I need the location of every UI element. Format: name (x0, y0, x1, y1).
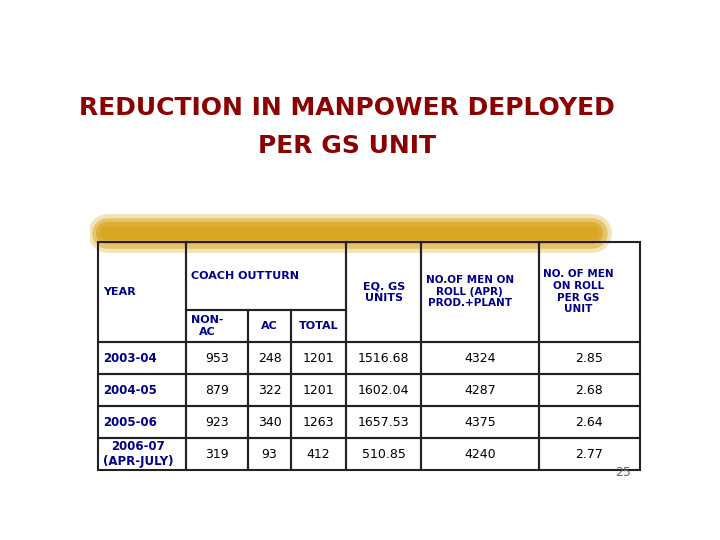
Text: 319: 319 (206, 448, 229, 461)
Text: AC: AC (261, 321, 278, 331)
Text: 2.85: 2.85 (575, 352, 603, 365)
Text: 2.77: 2.77 (575, 448, 603, 461)
Text: 93: 93 (261, 448, 277, 461)
Text: 340: 340 (258, 416, 282, 429)
Bar (248, 310, 291, 342)
Text: 2006-07
(APR-JULY): 2006-07 (APR-JULY) (103, 440, 174, 468)
Text: NON-
AC: NON- AC (191, 315, 223, 337)
Text: 2003-04: 2003-04 (103, 352, 156, 365)
Bar (346, 438, 421, 470)
Bar (186, 438, 248, 470)
Text: 1657.53: 1657.53 (358, 416, 410, 429)
Text: 510.85: 510.85 (361, 448, 405, 461)
Text: 4375: 4375 (464, 416, 496, 429)
Bar (346, 342, 421, 374)
Bar (291, 310, 346, 342)
Bar (346, 374, 421, 406)
Text: 322: 322 (258, 383, 282, 397)
Bar (539, 342, 639, 374)
Text: COACH OUTTURN: COACH OUTTURN (191, 271, 299, 281)
Text: 1263: 1263 (302, 416, 334, 429)
Text: 953: 953 (205, 352, 229, 365)
Bar (539, 438, 639, 470)
Text: TOTAL: TOTAL (299, 321, 338, 331)
Bar (186, 374, 248, 406)
Text: 1602.04: 1602.04 (358, 383, 410, 397)
Bar (99, 438, 186, 470)
Bar (186, 342, 248, 374)
Text: NO. OF MEN
ON ROLL
PER GS
UNIT: NO. OF MEN ON ROLL PER GS UNIT (543, 269, 613, 314)
Bar (248, 374, 291, 406)
Bar (291, 406, 346, 438)
Text: 248: 248 (258, 352, 282, 365)
Text: 25: 25 (616, 465, 631, 478)
Text: YEAR: YEAR (103, 287, 135, 297)
Text: NO.OF MEN ON
ROLL (APR)
PROD.+PLANT: NO.OF MEN ON ROLL (APR) PROD.+PLANT (426, 275, 514, 308)
Bar (291, 438, 346, 470)
Text: 1516.68: 1516.68 (358, 352, 410, 365)
Text: 2004-05: 2004-05 (103, 383, 157, 397)
Text: 923: 923 (206, 416, 229, 429)
Text: 4324: 4324 (464, 352, 495, 365)
Bar (291, 342, 346, 374)
Bar (99, 374, 186, 406)
Bar (186, 310, 248, 342)
Text: REDUCTION IN MANPOWER DEPLOYED: REDUCTION IN MANPOWER DEPLOYED (78, 97, 615, 120)
Bar (346, 406, 421, 438)
Text: 4287: 4287 (464, 383, 496, 397)
Bar (539, 374, 639, 406)
Bar (421, 406, 539, 438)
Text: 2.68: 2.68 (575, 383, 603, 397)
Bar (291, 374, 346, 406)
Bar (248, 342, 291, 374)
Bar (421, 438, 539, 470)
Text: 2005-06: 2005-06 (103, 416, 157, 429)
Text: EQ. GS
UNITS: EQ. GS UNITS (363, 281, 405, 302)
Text: 412: 412 (307, 448, 330, 461)
Text: 879: 879 (205, 383, 229, 397)
Bar (248, 438, 291, 470)
Bar (539, 406, 639, 438)
Text: 2.64: 2.64 (575, 416, 603, 429)
Bar (421, 374, 539, 406)
Text: PER GS UNIT: PER GS UNIT (258, 134, 436, 158)
Bar (99, 406, 186, 438)
Text: 1201: 1201 (302, 383, 334, 397)
Bar (186, 406, 248, 438)
Bar (421, 342, 539, 374)
Bar (99, 342, 186, 374)
Text: 4240: 4240 (464, 448, 495, 461)
Text: 1201: 1201 (302, 352, 334, 365)
Bar (248, 406, 291, 438)
